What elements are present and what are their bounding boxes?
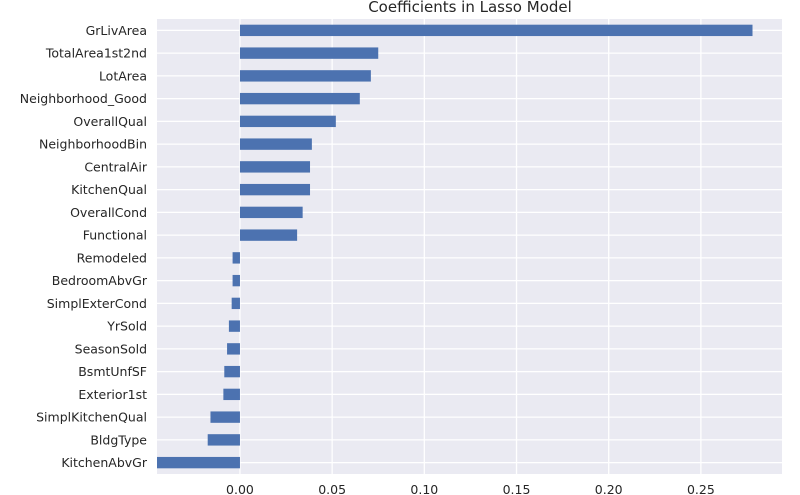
- x-tick-label: 0.25: [687, 482, 715, 495]
- y-tick-label: LotArea: [99, 68, 147, 83]
- y-tick-labels: GrLivArea TotalArea1st2nd LotArea Neighborh…: [20, 23, 148, 470]
- bar-functional: [239, 229, 298, 241]
- y-tick-label: KitchenQual: [71, 182, 147, 197]
- bar-bsmtunfsf: [224, 365, 240, 378]
- bar-kitchenqual: [239, 183, 311, 196]
- bar-simplextercond: [231, 297, 240, 310]
- y-tick-label: YrSold: [106, 319, 147, 334]
- y-tick-label: KitchenAbvGr: [61, 455, 148, 470]
- y-tick-label: Exterior1st: [78, 387, 147, 402]
- y-tick-label: CentralAir: [84, 159, 148, 174]
- y-tick-label: TotalArea1st2nd: [45, 46, 147, 61]
- x-tick-label: 0.00: [226, 482, 254, 495]
- bar-overallcond: [239, 206, 303, 219]
- plot-background: [157, 19, 782, 474]
- y-tick-label: OverallQual: [73, 114, 147, 129]
- x-tick-label: 0.10: [410, 482, 438, 495]
- x-tick-labels: 0.00 0.05 0.10 0.15 0.20 0.25: [226, 482, 715, 495]
- y-tick-label: Neighborhood_Good: [20, 91, 147, 106]
- y-tick-label: SimplExterCond: [47, 296, 147, 311]
- bar-simplkitchenqual: [210, 411, 240, 423]
- bars: [157, 24, 753, 469]
- y-tick-label: SeasonSold: [75, 341, 147, 356]
- bar-yrsold: [228, 320, 240, 332]
- bar-neighborhoodbin: [239, 138, 312, 150]
- bar-seasonsold: [227, 343, 240, 355]
- bar-centralair: [239, 161, 311, 173]
- y-tick-label: Remodeled: [77, 250, 147, 265]
- y-tick-label: BedroomAbvGr: [52, 273, 148, 288]
- y-tick-label: BsmtUnfSF: [78, 364, 147, 379]
- x-tick-label: 0.20: [595, 482, 623, 495]
- y-tick-label: Functional: [83, 228, 147, 243]
- bar-exterior1st: [223, 388, 240, 401]
- y-tick-label: GrLivArea: [86, 23, 147, 38]
- bar-neighborhood-good: [239, 92, 360, 105]
- x-tick-label: 0.05: [318, 482, 346, 495]
- bar-lotarea: [239, 70, 371, 82]
- bar-totalarea1st2nd: [239, 47, 379, 59]
- y-tick-label: OverallCond: [70, 205, 147, 220]
- bar-grlivarea: [239, 24, 753, 37]
- bar-kitchenabvgr: [157, 456, 240, 469]
- y-tick-label: SimplKitchenQual: [36, 410, 147, 425]
- bar-overallqual: [239, 115, 336, 128]
- bar-remodeled: [232, 252, 240, 264]
- y-tick-label: BldgType: [90, 432, 147, 447]
- bar-bldgtype: [207, 434, 240, 446]
- bar-bedroomabvgr: [232, 274, 240, 287]
- x-tick-label: 0.15: [503, 482, 531, 495]
- chart-title: Coefficients in Lasso Model: [368, 0, 572, 16]
- y-tick-label: NeighborhoodBin: [39, 137, 147, 152]
